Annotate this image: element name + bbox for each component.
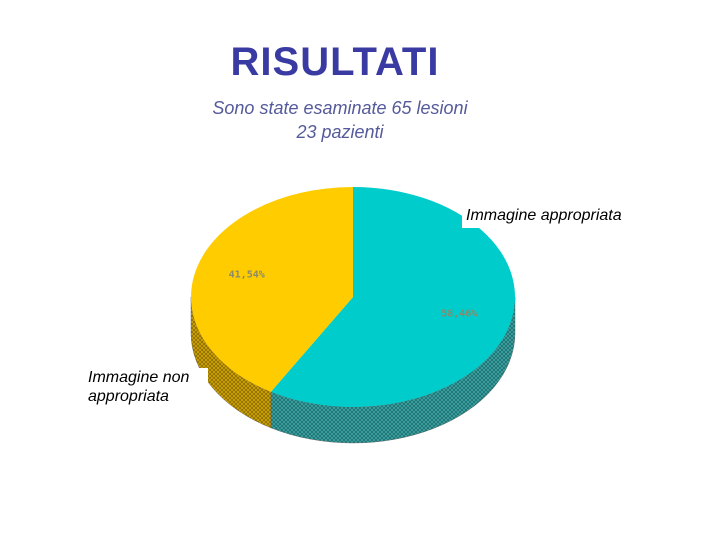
subtitle-lesions: Sono state esaminate 65 lesioni [212, 98, 468, 118]
data-label-appropriata: 58,46% [441, 309, 477, 320]
pie-slice-non-appropriata [190, 187, 353, 392]
legend-label-appropriata: Immagine appropriata [462, 206, 622, 228]
data-label-non-appropriata: 41,54% [229, 269, 265, 280]
subtitle-patients: 23 pazienti [296, 122, 384, 142]
pie-slice-appropriata [270, 187, 515, 408]
slide-title: RISULTATI [230, 40, 440, 84]
legend-label-non-appropriata: Immagine non appropriata [88, 368, 208, 406]
